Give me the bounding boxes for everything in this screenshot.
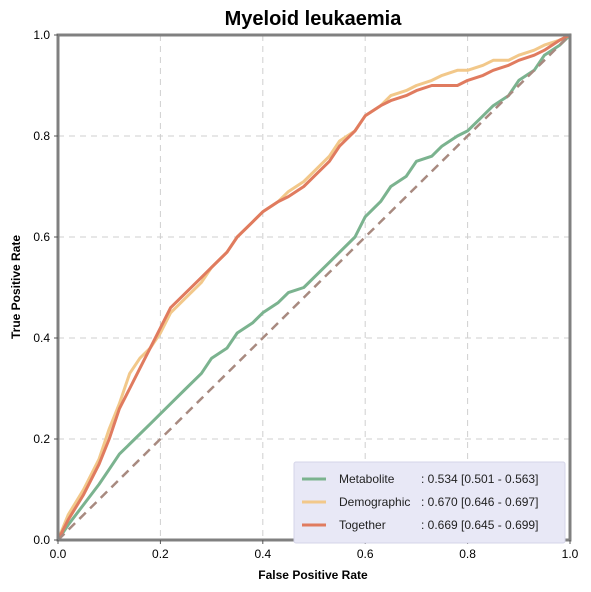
y-tick-label: 1.0 [33,28,50,42]
x-tick-label: 1.0 [562,547,579,561]
y-tick-label: 0.4 [33,331,50,345]
legend-series-name: Together [339,518,386,532]
x-tick-label: 0.6 [357,547,374,561]
legend-series-value: : 0.669 [0.645 - 0.699] [421,518,538,532]
y-axis-label: True Positive Rate [9,235,23,339]
series-line-demographic [56,33,572,542]
chart-title: Myeloid leukaemia [225,8,403,30]
legend-series-value: : 0.670 [0.646 - 0.697] [421,495,538,509]
x-tick-label: 0.2 [152,547,169,561]
legend-series-name: Demographic [339,495,410,509]
series-line-metabolite [56,33,572,542]
series-line-together [56,33,572,542]
y-tick-label: 0.0 [33,533,50,547]
x-tick-label: 0.8 [459,547,476,561]
legend-series-name: Metabolite [339,472,395,486]
series-layer [56,33,572,542]
y-tick-label: 0.6 [33,230,50,244]
x-tick-label: 0.4 [254,547,271,561]
x-axis-label: False Positive Rate [258,568,368,582]
legend-series-value: : 0.534 [0.501 - 0.563] [421,472,538,486]
legend-box [293,461,566,544]
y-tick-label: 0.8 [33,129,50,143]
legend: Metabolite : 0.534 [0.501 - 0.563] Demogra… [293,461,566,544]
y-tick-label: 0.2 [33,432,50,446]
x-tick-label: 0.0 [50,547,67,561]
